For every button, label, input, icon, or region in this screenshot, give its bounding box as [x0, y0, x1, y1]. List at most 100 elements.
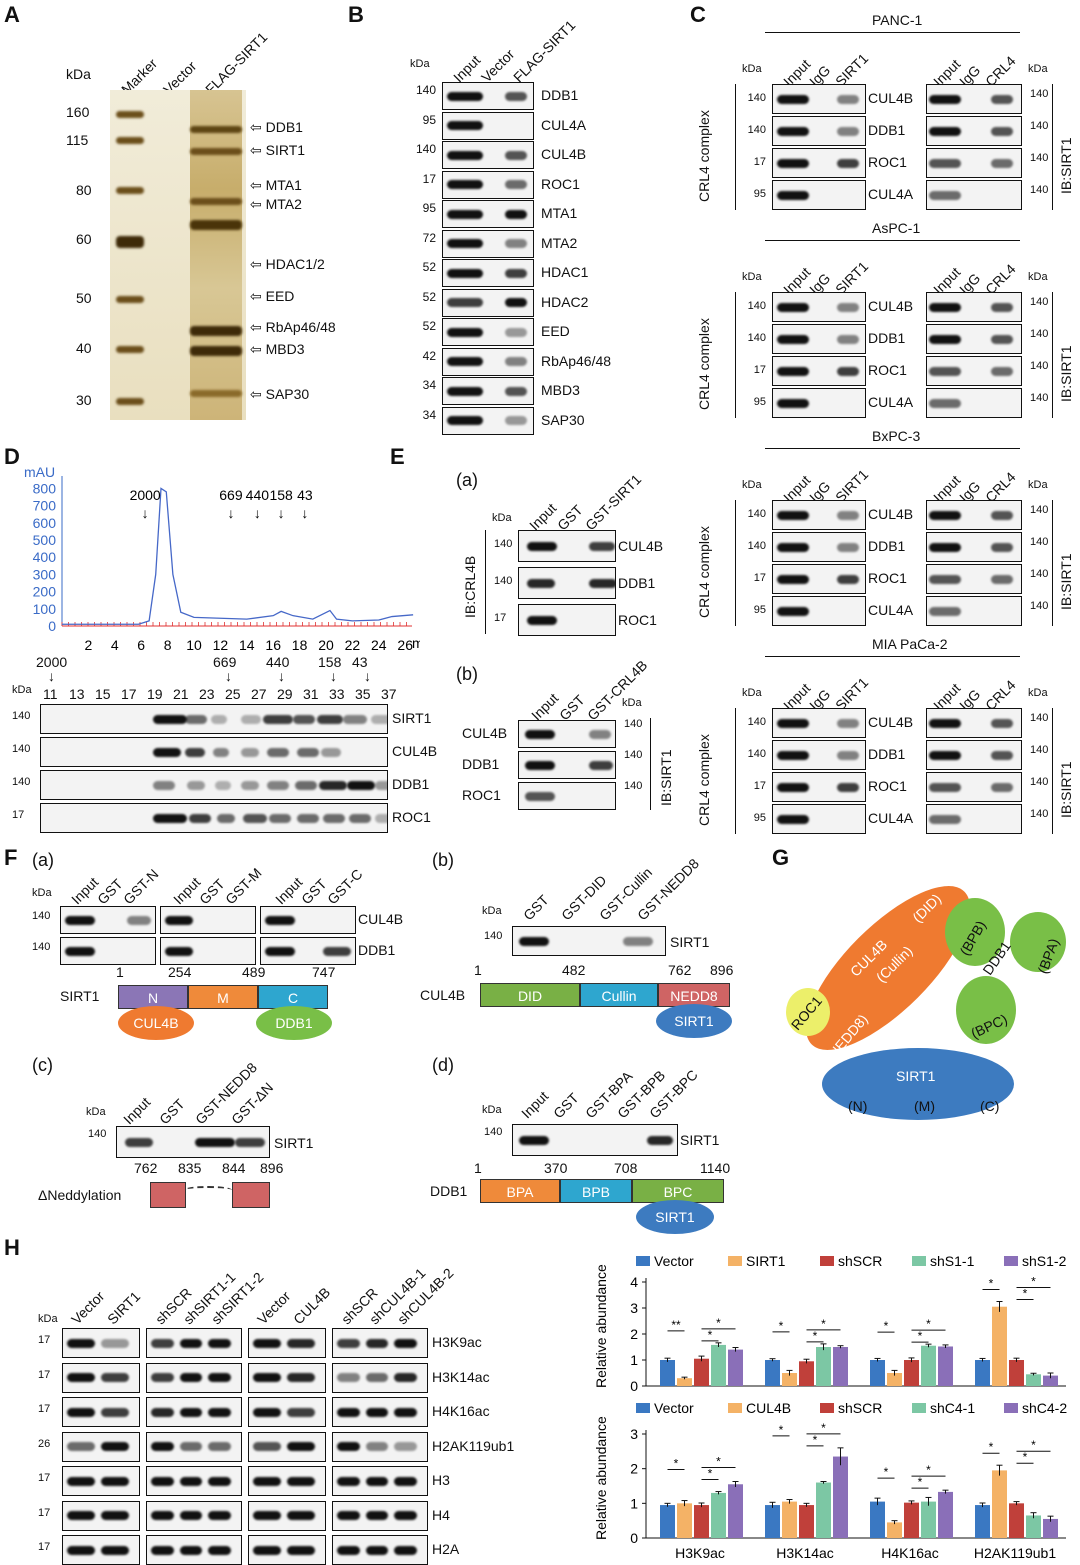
protein-label: H3	[432, 1472, 450, 1488]
y-tick-label: 0	[630, 1378, 638, 1394]
blot-strip	[40, 803, 388, 833]
crl4-complex-label: CRL4 complex	[696, 734, 712, 826]
protein-label: CUL4B	[462, 725, 508, 741]
legend-swatch	[636, 1256, 650, 1266]
mw-label: 140	[12, 710, 31, 722]
blot-band	[837, 750, 859, 760]
blot-band	[365, 1338, 389, 1348]
protein-label: CUL4B	[618, 538, 664, 554]
blot-strip	[442, 347, 534, 376]
position-label: 482	[562, 962, 586, 978]
blot-band	[447, 239, 483, 248]
domain-box	[232, 1182, 270, 1208]
blot-band	[991, 750, 1013, 760]
position-label: 370	[544, 1160, 568, 1176]
x-tick-label: 22	[345, 637, 361, 653]
mw-label: 17	[38, 1541, 51, 1553]
mw-label: 140	[32, 941, 51, 953]
ddb1-bpc-ellipse	[956, 976, 1016, 1044]
bar	[887, 1522, 902, 1538]
x-tick-label: H2AK119ub1	[974, 1545, 1056, 1561]
binder-ellipse: SIRT1	[636, 1200, 714, 1234]
blot-band	[287, 1373, 315, 1382]
legend-swatch	[1004, 1256, 1018, 1266]
blot-strip	[40, 704, 388, 734]
mw-label: 95	[422, 201, 436, 215]
blot-band	[777, 574, 809, 584]
size-marker-arrow: ↓	[225, 668, 232, 684]
bar	[870, 1501, 885, 1538]
crl4-complex-label: CRL4 complex	[696, 318, 712, 410]
mw-marker: 115	[66, 132, 89, 148]
blot-band	[394, 1545, 417, 1555]
position-label: 835	[178, 1160, 202, 1176]
blot-band	[101, 1338, 129, 1348]
blot-strip	[442, 111, 534, 140]
binder-ellipse: CUL4B	[118, 1006, 194, 1040]
panel-label-h: H	[4, 1235, 20, 1260]
mw-label: 140	[1030, 776, 1049, 788]
legend-label: SIRT1	[746, 1253, 786, 1269]
bar	[1009, 1360, 1024, 1386]
blot-strip	[926, 116, 1022, 146]
blot-band	[267, 780, 289, 790]
blot-strip	[442, 82, 534, 110]
blot-band	[991, 574, 1013, 584]
blot-band	[265, 946, 295, 956]
y-tick-label: 1	[630, 1495, 638, 1511]
blot-strip	[260, 937, 356, 965]
blot-strip	[772, 596, 866, 626]
blot-band	[241, 780, 259, 790]
blot-band	[394, 1476, 417, 1486]
separator	[765, 448, 1020, 449]
y-axis-label: Relative abundance	[593, 1264, 609, 1388]
ddb1-bpb-ellipse	[945, 898, 1005, 966]
bracket	[485, 530, 486, 634]
blot-band	[269, 813, 291, 823]
protein-label: H3K14ac	[432, 1368, 490, 1385]
bar	[782, 1501, 797, 1538]
panel-label-c: C	[690, 2, 706, 27]
sirt1-ellipse	[822, 1048, 1014, 1120]
blot-band	[777, 750, 809, 760]
bar	[992, 1306, 1007, 1386]
blot-strip	[146, 1466, 242, 1496]
blot-band	[589, 760, 613, 770]
x-tick-label: H3K14ac	[776, 1545, 834, 1561]
blot-band	[287, 1407, 315, 1417]
x-tick-label: 10	[186, 637, 202, 653]
blot-band	[929, 718, 961, 728]
mw-label: 140	[484, 930, 503, 942]
blot-band	[151, 1442, 174, 1451]
mw-label: 140	[1030, 744, 1049, 756]
legend-swatch	[1004, 1403, 1018, 1413]
fraction-label: 31	[303, 686, 319, 702]
size-marker-arrow: ↓	[254, 505, 261, 521]
domain-box: Cullin	[580, 983, 658, 1007]
bar	[1026, 1515, 1041, 1538]
lane-label: Input	[170, 873, 204, 908]
blot-strip	[512, 1124, 678, 1156]
mw-label: 17	[38, 1368, 51, 1381]
blot-band	[505, 180, 527, 189]
separator	[765, 656, 1020, 657]
binder-ellipse: SIRT1	[656, 1004, 732, 1038]
protein-label: H4	[432, 1506, 450, 1523]
blot-strip	[512, 926, 666, 956]
size-marker-arrow: ↓	[278, 668, 285, 684]
blot-band	[179, 1545, 203, 1555]
blot-band	[525, 729, 555, 739]
blot-strip	[926, 564, 1022, 594]
protein-label: ROC1	[618, 612, 657, 628]
size-marker-label: 2000	[36, 654, 68, 670]
protein-label: CUL4B	[358, 911, 404, 927]
subpanel-tag: (a)	[456, 470, 478, 490]
y-tick-label: 3	[630, 1300, 638, 1316]
kda-label: kDa	[86, 1106, 106, 1118]
mw-label: 140	[747, 508, 766, 520]
legend-label: shC4-2	[1022, 1400, 1067, 1416]
sig-star: *	[1031, 1438, 1036, 1452]
blot-band	[67, 1476, 95, 1486]
sirt1-n-label: (N)	[848, 1098, 868, 1114]
blot-band	[151, 1407, 174, 1417]
